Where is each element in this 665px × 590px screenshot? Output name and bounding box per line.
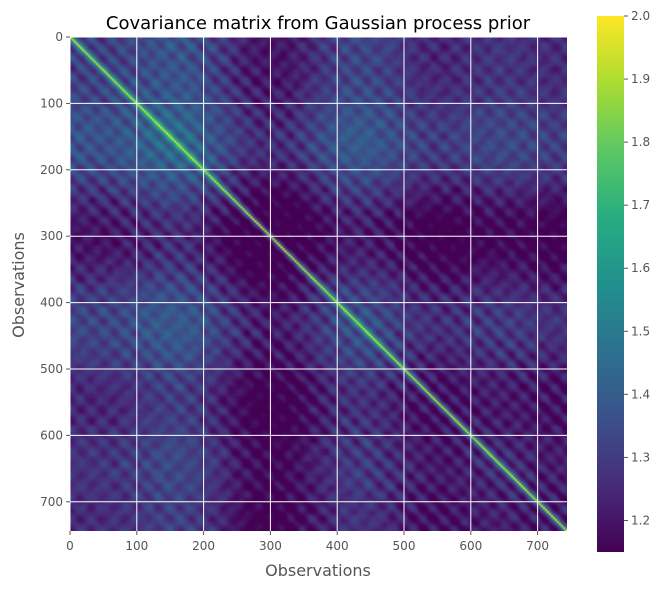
x-axis-label: Observations bbox=[265, 561, 371, 580]
colorbar-gradient bbox=[597, 16, 624, 552]
colorbar-tick-label: 1.5 bbox=[631, 324, 650, 338]
x-tick-label: 500 bbox=[393, 539, 416, 553]
heatmap-image bbox=[70, 37, 567, 531]
colorbar-ticks: 1.2 1.3 1.4 1.5 1.6 1.7 1.8 1.9 2.0 bbox=[624, 9, 650, 527]
colorbar-tick-label: 2.0 bbox=[631, 9, 650, 23]
y-tick-label: 100 bbox=[40, 96, 63, 110]
x-tick-label: 200 bbox=[192, 539, 215, 553]
y-tick-label: 300 bbox=[40, 229, 63, 243]
y-tick-label: 700 bbox=[40, 495, 63, 509]
colorbar-tick-label: 1.3 bbox=[631, 450, 650, 464]
y-axis: 0 100 200 300 400 500 600 700 bbox=[40, 30, 70, 509]
chart-title: Covariance matrix from Gaussian process … bbox=[106, 13, 531, 34]
colorbar-tick-label: 1.6 bbox=[631, 261, 650, 275]
x-tick-label: 400 bbox=[326, 539, 349, 553]
x-tick-label: 0 bbox=[66, 539, 74, 553]
x-axis: 0 100 200 300 400 500 600 700 bbox=[66, 531, 549, 553]
y-tick-label: 0 bbox=[55, 30, 63, 44]
colorbar-tick-label: 1.8 bbox=[631, 135, 650, 149]
colorbar-tick-label: 1.7 bbox=[631, 198, 650, 212]
x-tick-label: 300 bbox=[259, 539, 282, 553]
colorbar: 1.2 1.3 1.4 1.5 1.6 1.7 1.8 1.9 2.0 bbox=[597, 9, 650, 552]
y-tick-label: 600 bbox=[40, 428, 63, 442]
x-tick-label: 100 bbox=[125, 539, 148, 553]
colorbar-tick-label: 1.9 bbox=[631, 72, 650, 86]
grid-lines bbox=[69, 36, 567, 531]
y-axis-label: Observations bbox=[9, 232, 28, 338]
heatmap-plot bbox=[69, 36, 567, 531]
y-tick-label: 400 bbox=[40, 296, 63, 310]
y-tick-label: 500 bbox=[40, 362, 63, 376]
y-tick-label: 200 bbox=[40, 163, 63, 177]
colorbar-tick-label: 1.4 bbox=[631, 387, 650, 401]
x-tick-label: 700 bbox=[526, 539, 549, 553]
colorbar-tick-label: 1.2 bbox=[631, 513, 650, 527]
x-tick-label: 600 bbox=[459, 539, 482, 553]
